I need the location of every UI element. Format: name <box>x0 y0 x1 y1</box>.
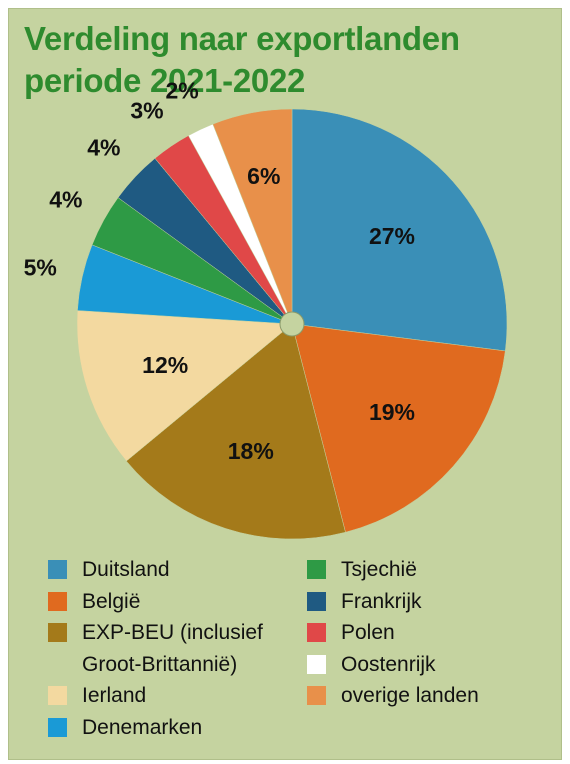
legend-swatch <box>307 654 326 674</box>
pie-label-overige-landen: 6% <box>247 163 280 189</box>
legend-label: België <box>82 589 141 613</box>
legend-label: Ierland <box>82 684 147 707</box>
pie-slice-duitsland <box>291 108 508 352</box>
pie-slice-ierland <box>76 310 293 462</box>
pie-label-polen: 3% <box>130 98 163 124</box>
legend-label: overige landen <box>341 684 479 707</box>
pie-label-oostenrijk: 2% <box>165 78 198 104</box>
chart-title-line-2: periode 2021-2022 <box>24 62 306 99</box>
pie-slice-overige-landen <box>212 108 293 325</box>
pie-label-tsjechi: 4% <box>49 187 82 213</box>
pie-label-exp-beu-inclusief-groot-brittanni: 18% <box>228 438 274 464</box>
chart-title-line-1: Verdeling naar exportlanden <box>24 20 460 57</box>
legend-swatch <box>307 686 326 705</box>
pie-label-belgi: 19% <box>369 399 415 425</box>
pie-labels: 27% 19% 18% 12% 5% 4% 4% 3%2% 6% <box>24 78 415 464</box>
legend-label: Groot-Brittannië) <box>82 652 238 676</box>
legend-label: Polen <box>341 621 395 644</box>
legend-swatch <box>48 591 67 611</box>
legend-label: Duitsland <box>82 558 170 581</box>
legend-label: Tsjechië <box>341 558 417 581</box>
legend-swatch <box>48 717 67 737</box>
legend-label: Denemarken <box>82 715 203 739</box>
pie-center-dot <box>279 311 305 337</box>
pie-label-ierland: 12% <box>142 352 188 378</box>
pie-slice-exp-beu-inclusief-groot-brittanni <box>125 323 346 540</box>
pie-slice-belgi <box>291 323 506 533</box>
pie-slices <box>76 108 508 540</box>
legend-swatch <box>48 623 67 642</box>
pie-label-frankrijk: 4% <box>87 134 120 160</box>
legend-swatch <box>48 560 67 579</box>
pie-label-denemarken: 5% <box>24 255 57 281</box>
legend-swatch <box>307 623 326 642</box>
chart-title: Verdeling naar exportlanden periode 2021… <box>24 18 460 102</box>
pie-label-duitsland: 27% <box>369 223 415 249</box>
legend-label: EXP-BEU (inclusief <box>82 621 263 644</box>
legend-swatch <box>307 560 326 579</box>
legend-swatch <box>48 686 67 705</box>
legend-label: Oostenrijk <box>341 652 436 676</box>
legend-swatch <box>307 591 326 611</box>
legend-label: Frankrijk <box>341 589 422 613</box>
